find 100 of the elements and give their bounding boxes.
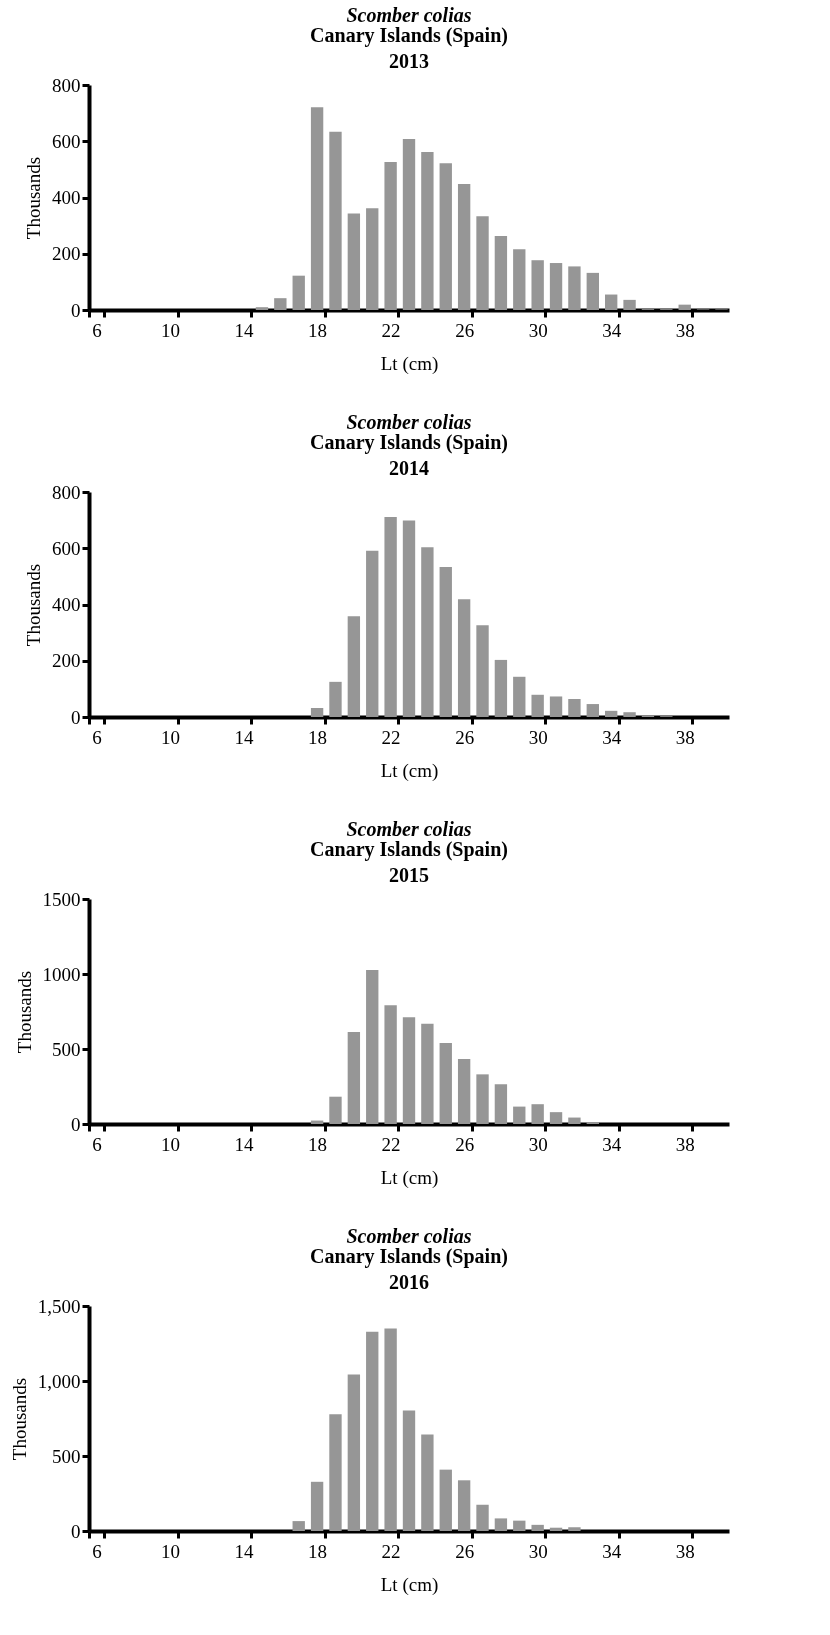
y-axis-title: Thousands: [23, 563, 44, 647]
x-axis-title: Lt (cm): [380, 352, 439, 375]
bar: [494, 659, 508, 717]
bar: [421, 1023, 434, 1124]
bar: [457, 1480, 471, 1531]
x-tick-label: 6: [92, 726, 102, 748]
bar: [549, 263, 563, 310]
x-tick-label: 10: [161, 1133, 181, 1155]
x-tick-label: 34: [602, 319, 622, 341]
x-tick-label: 30: [528, 1540, 548, 1562]
bar: [513, 676, 526, 717]
x-tick-label: 14: [234, 319, 255, 341]
chart-title: Scomber colias: [346, 1225, 472, 1247]
x-tick-label: 14: [234, 1133, 255, 1155]
x-tick-label: 38: [675, 1133, 695, 1155]
chart-title: Scomber colias: [346, 4, 472, 26]
x-tick-label: 38: [675, 726, 695, 748]
bar: [329, 1414, 342, 1531]
y-tick-label: 800: [52, 481, 81, 503]
bar: [366, 1331, 379, 1531]
bar: [531, 260, 544, 310]
bar: [384, 517, 397, 717]
bar: [457, 1058, 471, 1124]
y-tick-label: 200: [52, 243, 81, 265]
bar: [439, 1043, 452, 1124]
chart-title: Scomber colias: [346, 411, 472, 433]
bar: [494, 1084, 508, 1124]
bar: [494, 236, 508, 310]
x-tick-label: 26: [455, 726, 475, 748]
bar: [347, 213, 361, 310]
bar: [366, 970, 379, 1124]
bar: [568, 699, 581, 717]
bar: [476, 625, 489, 717]
bar: [586, 272, 599, 310]
chart-subtitle: Canary Islands (Spain) 2013: [310, 24, 508, 72]
y-tick-label: 500: [52, 1445, 81, 1467]
x-tick-label: 10: [161, 726, 181, 748]
x-tick-label: 38: [675, 319, 695, 341]
bar: [513, 1106, 526, 1124]
chart-subtitle: Canary Islands (Spain) 2014: [310, 431, 508, 479]
x-tick-label: 30: [528, 319, 548, 341]
bar: [531, 1104, 544, 1124]
bar: [586, 704, 599, 717]
x-tick-label: 26: [455, 1540, 475, 1562]
x-tick-label: 14: [234, 726, 255, 748]
x-tick-label: 34: [602, 726, 622, 748]
bar: [347, 1374, 361, 1531]
bar: [457, 184, 471, 310]
x-axis-title: Lt (cm): [380, 1166, 439, 1189]
x-tick-label: 34: [602, 1540, 622, 1562]
y-tick-label: 1,000: [37, 1370, 81, 1392]
y-tick-label: 0: [71, 1520, 81, 1542]
bar: [366, 550, 379, 717]
x-tick-label: 34: [602, 1133, 622, 1155]
chart-title: Scomber colias: [346, 818, 472, 840]
y-tick-label: 1500: [42, 888, 81, 910]
bar: [347, 616, 361, 717]
bar: [292, 275, 305, 310]
x-tick-label: 22: [381, 726, 401, 748]
bar: [384, 1005, 397, 1124]
bar: [476, 1504, 489, 1531]
y-tick-label: 0: [71, 299, 81, 321]
x-tick-label: 18: [308, 1540, 328, 1562]
bar: [623, 712, 636, 717]
bar: [549, 1112, 563, 1124]
bar: [513, 1520, 526, 1531]
x-tick-label: 26: [455, 1133, 475, 1155]
x-tick-label: 22: [381, 1133, 401, 1155]
bar: [439, 163, 452, 310]
bar: [476, 216, 489, 310]
x-tick-label: 30: [528, 1133, 548, 1155]
bar: [439, 567, 452, 717]
x-tick-label: 18: [308, 1133, 328, 1155]
bar: [568, 1527, 581, 1531]
y-tick-label: 400: [52, 187, 81, 208]
y-tick-label: 500: [52, 1038, 81, 1060]
bar: [457, 599, 471, 717]
bar: [329, 1096, 342, 1124]
chart-subtitle: Canary Islands (Spain) 2015: [310, 838, 508, 886]
x-tick-label: 6: [92, 1133, 102, 1155]
bar: [439, 1469, 452, 1531]
bar: [347, 1032, 361, 1124]
x-tick-label: 10: [161, 319, 181, 341]
y-tick-label: 0: [71, 706, 81, 728]
bar: [402, 1410, 416, 1531]
x-tick-label: 22: [381, 319, 401, 341]
bar: [568, 266, 581, 310]
bar: [402, 520, 416, 717]
bar: [384, 1328, 397, 1531]
bar: [255, 307, 269, 310]
bar: [402, 1017, 416, 1124]
bar: [274, 298, 287, 310]
bar: [494, 1518, 508, 1531]
y-tick-label: 800: [52, 74, 81, 96]
bar: [292, 1521, 305, 1531]
x-tick-label: 30: [528, 726, 548, 748]
x-tick-label: 6: [92, 319, 102, 341]
x-tick-label: 22: [381, 1540, 401, 1562]
x-tick-label: 6: [92, 1540, 102, 1562]
bar: [421, 151, 434, 310]
